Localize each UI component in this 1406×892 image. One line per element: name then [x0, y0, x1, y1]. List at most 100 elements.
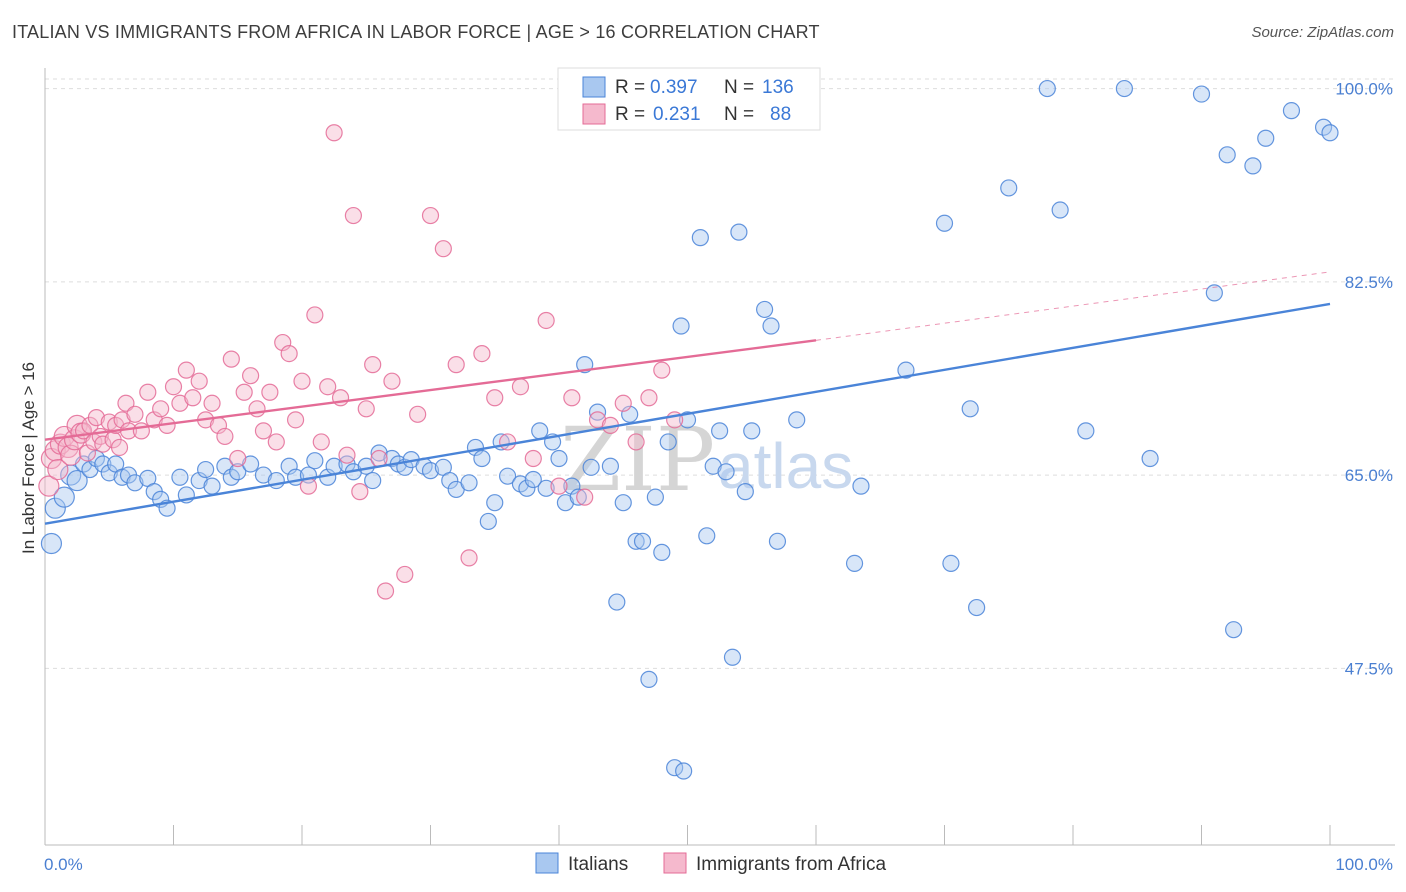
y-tick-label: 65.0%: [1345, 466, 1393, 485]
point-italians: [518, 479, 536, 497]
point-africa: [421, 206, 440, 225]
point-italians: [524, 470, 542, 489]
point-italians: [961, 400, 979, 418]
y-tick-label: 82.5%: [1345, 273, 1393, 292]
point-africa: [293, 372, 311, 390]
x-tick-label: 0.0%: [44, 855, 83, 874]
point-italians: [788, 411, 806, 429]
point-italians: [306, 452, 324, 470]
point-africa: [511, 378, 530, 396]
point-africa: [396, 565, 414, 584]
point-italians: [653, 543, 671, 561]
point-africa: [171, 394, 189, 412]
point-italians: [100, 464, 118, 482]
point-africa: [312, 433, 330, 451]
point-italians: [421, 462, 440, 480]
point-italians: [441, 471, 459, 490]
point-africa: [190, 372, 208, 390]
point-italians: [672, 317, 690, 335]
point-africa: [132, 422, 150, 440]
point-italians: [460, 474, 478, 492]
y-tick-labels: 47.5% 65.0% 82.5% 100.0%: [1335, 80, 1393, 679]
point-africa: [280, 344, 298, 363]
point-italians: [646, 488, 664, 506]
point-africa: [460, 549, 478, 567]
point-africa: [152, 400, 170, 418]
point-italians: [531, 422, 549, 440]
point-africa: [325, 124, 343, 142]
point-africa: [344, 206, 362, 225]
point-italians: [627, 532, 645, 550]
trend-line-africa-extension: [815, 271, 1331, 341]
point-africa: [376, 582, 395, 600]
point-africa: [254, 422, 273, 440]
point-italians: [370, 444, 388, 462]
point-italians: [1077, 422, 1095, 440]
point-italians: [852, 477, 870, 495]
point-italians: [1192, 85, 1211, 103]
point-italians: [666, 759, 684, 777]
point-africa: [164, 378, 183, 396]
point-italians: [633, 532, 652, 550]
point-africa: [94, 435, 112, 453]
point-italians: [711, 422, 729, 440]
point-italians: [743, 422, 761, 440]
legend: R = 0.397 N = 136 R = 0.231 N = 88: [557, 67, 821, 131]
point-italians: [640, 670, 658, 688]
point-italians: [659, 433, 677, 451]
point-italians: [691, 229, 709, 247]
point-africa: [550, 477, 568, 495]
point-africa: [319, 378, 337, 396]
point-italians: [1038, 79, 1056, 98]
point-italians: [845, 554, 864, 573]
point-africa: [216, 427, 234, 446]
legend-r-label: R =: [615, 104, 645, 125]
point-italians: [736, 483, 754, 501]
point-italians: [678, 411, 697, 429]
point-italians: [582, 458, 600, 476]
legend-r-value: 0.397: [650, 77, 698, 98]
point-africa: [370, 449, 388, 468]
point-africa: [242, 367, 260, 385]
point-africa: [486, 389, 504, 407]
point-africa: [357, 400, 375, 418]
point-italians: [704, 457, 722, 475]
point-italians: [569, 488, 587, 506]
point-africa: [286, 411, 305, 429]
point-italians: [1282, 102, 1301, 120]
x-tick-label: 100.0%: [1335, 855, 1393, 874]
point-africa: [177, 361, 195, 379]
point-italians: [942, 554, 960, 573]
point-africa: [47, 458, 69, 481]
point-africa: [126, 405, 144, 423]
bottom-legend: Italians Immigrants from Africa: [535, 852, 886, 875]
point-africa: [563, 389, 581, 407]
point-italians: [717, 463, 735, 481]
point-africa: [306, 306, 324, 324]
point-italians: [171, 468, 189, 486]
point-italians: [935, 214, 954, 232]
point-africa: [640, 389, 658, 407]
bottom-legend-label-africa: Immigrants from Africa: [696, 854, 886, 875]
point-africa: [537, 311, 555, 330]
point-africa: [409, 405, 427, 423]
point-africa: [184, 389, 202, 407]
legend-r-value: 0.231: [653, 104, 701, 125]
watermark-atlas: atlas: [718, 430, 853, 502]
point-africa: [229, 449, 247, 468]
point-italians: [113, 468, 131, 486]
point-italians: [601, 457, 620, 475]
point-italians: [730, 223, 748, 241]
point-italians: [1244, 157, 1262, 175]
point-italians: [126, 474, 144, 492]
point-africa: [267, 433, 285, 451]
point-africa: [434, 240, 452, 258]
point-africa: [235, 383, 253, 401]
point-italians: [499, 467, 517, 485]
point-africa: [447, 356, 465, 374]
point-italians: [556, 494, 575, 512]
legend-n-label: N =: [724, 104, 754, 125]
y-tick-label: 47.5%: [1345, 659, 1393, 678]
point-italians: [537, 479, 555, 497]
